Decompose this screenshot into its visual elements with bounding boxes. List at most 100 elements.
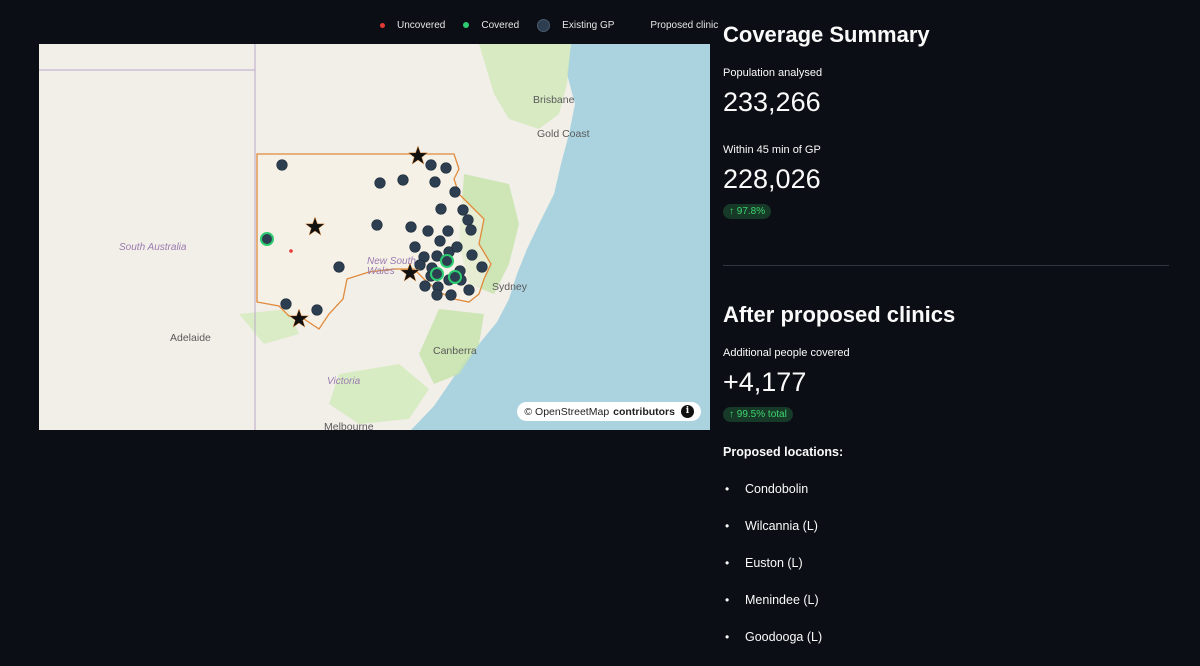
- legend-label-existing-gp: Existing GP: [562, 19, 615, 31]
- existing-gp-marker[interactable]: [311, 304, 323, 316]
- covered-marker[interactable]: [430, 267, 444, 281]
- existing-gp-marker[interactable]: [440, 162, 452, 174]
- section-divider: [723, 265, 1169, 266]
- covered-dot-icon: [463, 22, 470, 28]
- proposed-clinic-star-icon[interactable]: [288, 308, 310, 328]
- legend-item-covered[interactable]: Covered: [463, 20, 519, 31]
- covered-marker[interactable]: [448, 270, 462, 284]
- location-name: Condobolin: [745, 482, 809, 496]
- proposed-clinic-star-icon[interactable]: [304, 216, 326, 236]
- covered-marker[interactable]: [260, 232, 274, 246]
- forest-patch: [479, 44, 571, 129]
- location-name: Goodooga (L): [745, 630, 823, 644]
- proposed-locations-heading: Proposed locations:: [723, 445, 844, 459]
- forest-patch: [329, 364, 429, 424]
- existing-gp-marker[interactable]: [457, 204, 469, 216]
- location-name: Menindee (L): [745, 593, 819, 607]
- map-label-victoria: Victoria: [327, 376, 361, 387]
- existing-gp-marker[interactable]: [445, 289, 457, 301]
- legend-item-uncovered[interactable]: Uncovered: [380, 20, 445, 31]
- list-item: • Goodooga (L): [723, 629, 822, 666]
- info-icon[interactable]: i: [681, 405, 694, 418]
- existing-gp-marker[interactable]: [429, 176, 441, 188]
- map-label-sydney: Sydney: [492, 281, 528, 293]
- population-value: 233,266: [723, 87, 821, 117]
- existing-gp-marker[interactable]: [409, 241, 421, 253]
- covered-markers: [260, 232, 462, 284]
- location-name: Wilcannia (L): [745, 519, 818, 533]
- map-label-melbourne: Melbourne: [324, 421, 374, 430]
- map-legend: Uncovered Covered Existing GP Proposed c…: [380, 16, 736, 34]
- bullet-icon: •: [725, 630, 730, 644]
- existing-gp-marker[interactable]: [462, 214, 474, 226]
- bullet-icon: •: [725, 519, 730, 533]
- existing-gp-marker[interactable]: [434, 235, 446, 247]
- legend-label-proposed-clinic: Proposed clinic: [650, 19, 719, 31]
- additional-delta-badge: ↑ 99.5% total: [723, 407, 793, 422]
- bullet-icon: •: [725, 556, 730, 570]
- existing-gp-marker[interactable]: [374, 177, 386, 189]
- coverage-summary-title: Coverage Summary: [723, 22, 930, 47]
- existing-gp-marker[interactable]: [435, 203, 447, 215]
- existing-gp-markers: [276, 159, 488, 316]
- location-name: Euston (L): [745, 556, 803, 570]
- attribution-contributors-link[interactable]: contributors: [613, 405, 675, 418]
- within-gp-label: Within 45 min of GP: [723, 144, 821, 156]
- existing-gp-marker[interactable]: [422, 225, 434, 237]
- attribution-osm-text: © OpenStreetMap: [524, 405, 610, 418]
- within-gp-delta-badge: ↑ 97.8%: [723, 204, 772, 219]
- list-item: • Menindee (L): [723, 592, 822, 629]
- population-label: Population analysed: [723, 67, 823, 79]
- map-attribution[interactable]: © OpenStreetMap contributors i: [517, 402, 701, 421]
- existing-gp-marker[interactable]: [333, 261, 345, 273]
- uncovered-point[interactable]: [289, 249, 293, 253]
- coverage-map[interactable]: Brisbane Gold Coast South Australia New …: [39, 44, 710, 430]
- existing-gp-marker[interactable]: [463, 284, 475, 296]
- bullet-icon: •: [725, 593, 730, 607]
- legend-label-uncovered: Uncovered: [397, 19, 446, 31]
- existing-gp-marker[interactable]: [397, 174, 409, 186]
- existing-gp-marker[interactable]: [465, 224, 477, 236]
- covered-marker[interactable]: [440, 254, 454, 268]
- gp-dot-icon: [537, 18, 551, 32]
- map-label-gold-coast: Gold Coast: [537, 128, 590, 140]
- uncovered-dot-icon: [380, 22, 385, 28]
- map-label-adelaide: Adelaide: [170, 332, 211, 344]
- additional-covered-label: Additional people covered: [723, 347, 850, 359]
- list-item: • Wilcannia (L): [723, 518, 822, 555]
- after-proposed-title: After proposed clinics: [723, 302, 956, 327]
- legend-item-proposed-clinic[interactable]: Proposed clinic: [650, 20, 718, 31]
- legend-label-covered: Covered: [481, 19, 520, 31]
- existing-gp-marker[interactable]: [466, 249, 478, 261]
- forest-patch: [239, 309, 299, 344]
- map-canvas[interactable]: [39, 44, 710, 430]
- legend-item-existing-gp[interactable]: Existing GP: [537, 18, 615, 32]
- proposed-clinic-star-icon[interactable]: [399, 262, 421, 282]
- state-border: [39, 44, 256, 71]
- map-label-canberra: Canberra: [433, 345, 477, 357]
- forest-patch: [419, 309, 484, 384]
- existing-gp-marker[interactable]: [419, 280, 431, 292]
- map-label-brisbane: Brisbane: [533, 94, 575, 106]
- additional-covered-value: +4,177: [723, 367, 807, 397]
- existing-gp-marker[interactable]: [405, 221, 417, 233]
- existing-gp-marker[interactable]: [476, 261, 488, 273]
- existing-gp-marker[interactable]: [280, 298, 292, 310]
- list-item: • Condobolin: [723, 481, 822, 518]
- existing-gp-marker[interactable]: [414, 259, 426, 271]
- existing-gp-marker[interactable]: [431, 289, 443, 301]
- existing-gp-marker[interactable]: [276, 159, 288, 171]
- map-label-south-australia: South Australia: [119, 242, 187, 253]
- existing-gp-marker[interactable]: [425, 159, 437, 171]
- within-gp-value: 228,026: [723, 164, 821, 194]
- existing-gp-marker[interactable]: [451, 241, 463, 253]
- proposed-clinic-star-icon[interactable]: [407, 145, 429, 165]
- bullet-icon: •: [725, 482, 730, 496]
- existing-gp-marker[interactable]: [371, 219, 383, 231]
- list-item: • Euston (L): [723, 555, 822, 592]
- existing-gp-marker[interactable]: [449, 186, 461, 198]
- proposed-clinic-markers: [288, 145, 429, 328]
- existing-gp-marker[interactable]: [442, 225, 454, 237]
- proposed-locations-list: • Condobolin • Wilcannia (L) • Euston (L) •…: [723, 481, 822, 666]
- map-label-new-south-wales: New South Wales: [367, 256, 416, 277]
